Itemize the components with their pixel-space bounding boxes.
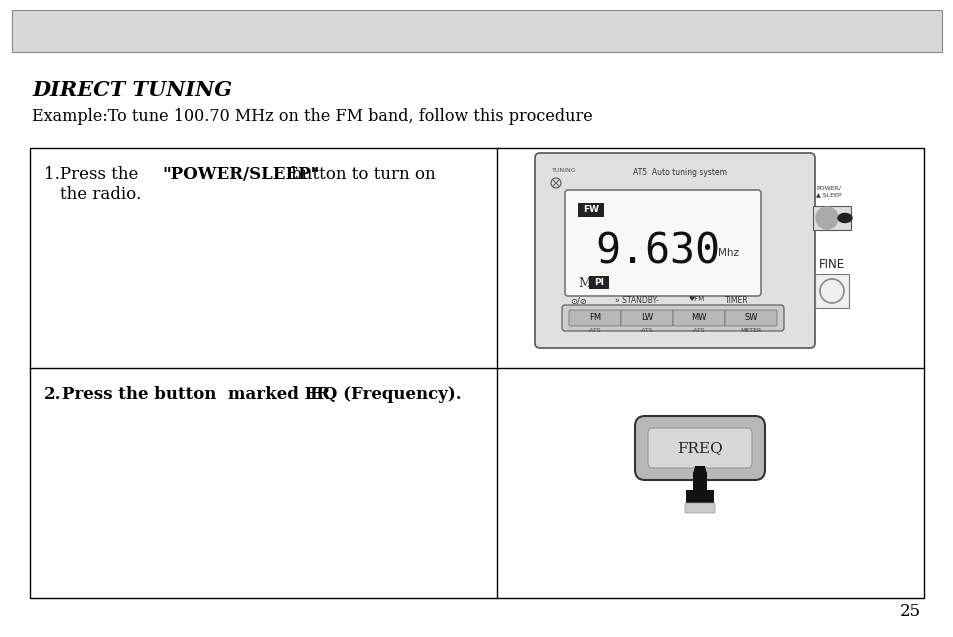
Bar	[588, 276, 608, 289]
Text: FREQ: FREQ	[677, 441, 722, 455]
Bar	[692, 472, 706, 500]
Text: FM: FM	[588, 313, 600, 322]
Text: the radio.: the radio.	[60, 186, 141, 203]
Text: Example:To tune 100.70 MHz on the FM band, follow this procedure: Example:To tune 100.70 MHz on the FM ban…	[32, 108, 592, 125]
Polygon shape	[692, 466, 706, 474]
FancyBboxPatch shape	[535, 153, 814, 348]
FancyBboxPatch shape	[635, 416, 764, 480]
Text: LW: LW	[640, 313, 653, 322]
Text: DIRECT TUNING: DIRECT TUNING	[32, 80, 232, 100]
Text: FINE: FINE	[818, 258, 844, 271]
FancyBboxPatch shape	[672, 310, 724, 326]
Text: SW: SW	[743, 313, 757, 322]
Ellipse shape	[837, 213, 851, 222]
Text: POWER/
▲ SLEEP: POWER/ ▲ SLEEP	[815, 186, 841, 197]
Text: TIMER: TIMER	[724, 296, 748, 305]
Text: METER: METER	[740, 328, 760, 333]
Text: ♥FM: ♥FM	[687, 296, 703, 302]
Circle shape	[820, 279, 843, 303]
Text: » STANDBY-: » STANDBY-	[615, 296, 659, 305]
Text: M: M	[578, 277, 590, 290]
Text: 9.630: 9.630	[595, 230, 720, 272]
Text: ⊙/⊘: ⊙/⊘	[569, 296, 586, 305]
Bar	[578, 203, 603, 217]
FancyBboxPatch shape	[564, 190, 760, 296]
Text: "POWER/SLEEP": "POWER/SLEEP"	[162, 166, 319, 183]
Circle shape	[815, 207, 837, 229]
Text: TUNING: TUNING	[552, 168, 576, 173]
FancyBboxPatch shape	[568, 310, 620, 326]
Text: FW: FW	[582, 206, 598, 215]
Text: MW: MW	[691, 313, 706, 322]
Text: 25: 25	[899, 603, 920, 620]
Text: AT5  Auto tuning system: AT5 Auto tuning system	[633, 168, 726, 177]
Text: Press the button  marked FR: Press the button marked FR	[62, 386, 330, 403]
Text: 1.Press the: 1.Press the	[44, 166, 149, 183]
Bar	[814, 274, 848, 308]
Bar	[812, 206, 850, 230]
Text: EQ (Frequency).: EQ (Frequency).	[310, 386, 461, 403]
FancyBboxPatch shape	[561, 305, 783, 331]
Text: -ATS: -ATS	[588, 328, 601, 333]
Text: -ATS: -ATS	[692, 328, 705, 333]
Bar	[685, 490, 713, 506]
Text: 2.: 2.	[44, 386, 61, 403]
FancyBboxPatch shape	[724, 310, 776, 326]
Text: PI: PI	[594, 278, 603, 287]
FancyBboxPatch shape	[684, 503, 714, 513]
Text: -ATS: -ATS	[639, 328, 653, 333]
Bar	[30, 148, 923, 598]
FancyBboxPatch shape	[647, 428, 751, 468]
Text: button to turn on: button to turn on	[286, 166, 436, 183]
FancyBboxPatch shape	[620, 310, 672, 326]
Text: Mhz: Mhz	[718, 248, 739, 258]
Bar	[12, 10, 941, 52]
